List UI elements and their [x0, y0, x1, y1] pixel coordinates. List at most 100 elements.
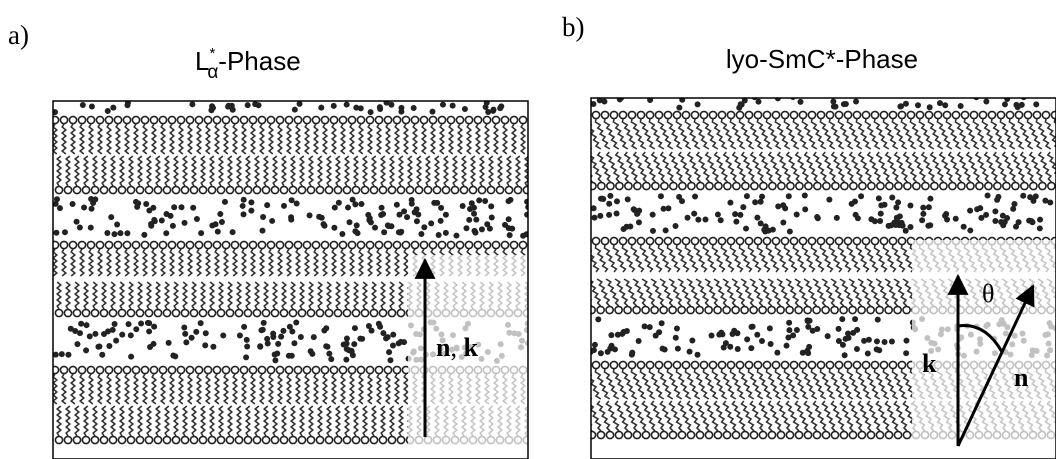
lipid-tail	[650, 278, 665, 307]
lipid-tail	[918, 118, 935, 150]
lipid-head	[378, 308, 388, 318]
lipid-head	[212, 115, 222, 125]
lipid-tail	[271, 155, 279, 187]
lipid-tail	[159, 123, 167, 155]
water	[418, 230, 425, 237]
lipid-head	[879, 236, 889, 246]
lipid-head	[122, 240, 132, 250]
lipid-head	[821, 430, 831, 440]
lipid-tail	[884, 400, 899, 432]
lipid-tail	[776, 151, 791, 183]
water	[613, 198, 620, 205]
lipid-head	[275, 365, 285, 375]
water	[839, 341, 846, 348]
lipid-tail	[548, 374, 552, 404]
water	[520, 232, 527, 239]
lipid-tail	[487, 155, 495, 187]
lipid-head	[504, 185, 514, 195]
lipid-tail	[132, 373, 140, 405]
lipid-head	[189, 435, 199, 445]
lipid-tail	[848, 151, 863, 183]
lipid-tail	[909, 118, 926, 150]
water	[323, 343, 330, 350]
lipid-head	[500, 240, 510, 250]
lipid-head	[90, 435, 100, 445]
lipid-tail	[864, 244, 879, 273]
water	[79, 102, 86, 109]
lipid-head	[90, 185, 100, 195]
lipid-tail	[561, 282, 565, 309]
lipid-tail	[64, 281, 72, 310]
water	[1004, 98, 1011, 103]
water	[398, 108, 405, 115]
lipid-tail	[711, 368, 728, 400]
water	[569, 348, 575, 354]
water	[766, 325, 773, 332]
lipid-tail	[307, 281, 315, 310]
lipid-head	[672, 360, 682, 370]
lipid-tail	[591, 279, 602, 307]
water	[165, 339, 172, 346]
water	[1042, 197, 1049, 204]
lipid-head	[239, 240, 249, 250]
lipid-tail	[132, 123, 140, 155]
water	[944, 216, 951, 223]
lipid-tail	[534, 156, 538, 186]
water	[809, 327, 816, 334]
lipid-tail	[109, 281, 117, 310]
lipid-tail	[163, 405, 171, 437]
lipid-head	[126, 435, 136, 445]
lipid-tail	[168, 248, 176, 277]
lipid-tail	[866, 278, 881, 307]
lipid-head	[708, 110, 718, 120]
water	[563, 321, 569, 327]
lipid-head	[1041, 110, 1051, 120]
water	[74, 341, 81, 348]
water	[490, 106, 497, 113]
lipid-head	[933, 110, 943, 120]
lipid-tail	[839, 400, 854, 432]
lipid-tail	[830, 278, 845, 307]
water	[557, 211, 563, 217]
lipid-head	[149, 365, 159, 375]
lipid-tail	[828, 368, 845, 400]
water	[871, 218, 878, 225]
lipid-head	[807, 236, 817, 246]
water	[244, 102, 251, 109]
lipid-tail	[195, 123, 203, 155]
water	[561, 200, 567, 206]
lipid-head	[957, 181, 966, 191]
lipid-tail	[204, 248, 212, 277]
water	[296, 101, 303, 107]
lipid-head	[329, 240, 339, 250]
lipid-head	[1020, 181, 1029, 191]
water	[442, 211, 449, 218]
lipid-head	[1047, 181, 1056, 191]
lipid-tail	[731, 278, 746, 307]
lipid-head	[821, 305, 830, 315]
lipid-head	[813, 181, 822, 191]
water	[649, 227, 656, 234]
lipid-tail	[639, 118, 656, 150]
lipid-head	[207, 185, 217, 195]
water	[488, 203, 495, 210]
lipid-head	[95, 240, 105, 250]
lipid-tail	[873, 118, 890, 150]
water	[1015, 219, 1022, 226]
lipid-tail	[348, 373, 356, 405]
water	[596, 98, 603, 104]
lipid-tail	[271, 405, 279, 437]
lipid-tail	[217, 281, 225, 310]
lipid-tail	[882, 368, 899, 400]
panel-frame	[52, 100, 529, 459]
lipid-head	[252, 185, 262, 195]
lipid-tail	[963, 118, 980, 150]
water	[83, 322, 90, 329]
lipid-tail	[612, 368, 629, 400]
lipid-head	[149, 240, 159, 250]
lipid-head	[687, 181, 696, 191]
lipid-head	[888, 360, 898, 370]
water	[577, 208, 583, 214]
lipid-head	[104, 365, 114, 375]
lipid-tail	[776, 278, 791, 307]
